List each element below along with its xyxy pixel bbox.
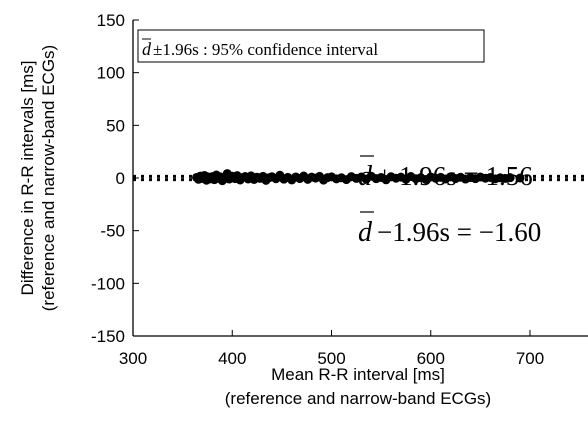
y-axis-title-line1: Difference in R-R intervals [ms] xyxy=(18,61,37,296)
lower-label-text: −1.96s = −1.60 xyxy=(377,217,541,247)
x-tick-label: 700 xyxy=(516,349,544,368)
x-axis-title-line2: (reference and narrow-band ECGs) xyxy=(225,389,491,408)
x-ticks: 300 400 500 600 700 xyxy=(119,330,544,368)
x-tick-label: 500 xyxy=(317,349,345,368)
y-ticks: 150 100 50 0 -50 -100 -150 xyxy=(91,11,139,346)
upper-limit-label: d + 1.96s = 1.56 xyxy=(358,155,533,192)
y-tick-label: 50 xyxy=(106,116,125,135)
x-tick-label: 600 xyxy=(417,349,445,368)
data-points xyxy=(192,169,525,186)
lower-label-d: d xyxy=(358,217,373,248)
legend-box xyxy=(137,29,485,63)
legend-text: ±1.96s : 95% confidence interval xyxy=(153,40,378,59)
x-tick-label: 300 xyxy=(119,349,147,368)
data-point xyxy=(505,173,515,183)
y-tick-label: 150 xyxy=(97,11,125,30)
y-tick-label: -100 xyxy=(91,274,125,293)
legend-d: d xyxy=(142,39,152,59)
y-tick-label: 0 xyxy=(116,169,125,188)
x-axis-title-line1: Mean R-R interval [ms] xyxy=(271,365,445,384)
data-point xyxy=(515,173,525,183)
upper-label-d: d xyxy=(358,161,373,192)
x-tick-label: 400 xyxy=(218,349,246,368)
y-axis-title-line2: (reference and narrow-band ECGs) xyxy=(39,45,58,311)
y-tick-label: -50 xyxy=(100,222,125,241)
legend: d ±1.96s : 95% confidence interval xyxy=(137,29,485,63)
upper-label-text: + 1.96s = 1.56 xyxy=(377,161,533,191)
y-tick-label: 100 xyxy=(97,64,125,83)
lower-limit-label: d −1.96s = −1.60 xyxy=(358,211,541,248)
y-tick-label: -150 xyxy=(91,327,125,346)
